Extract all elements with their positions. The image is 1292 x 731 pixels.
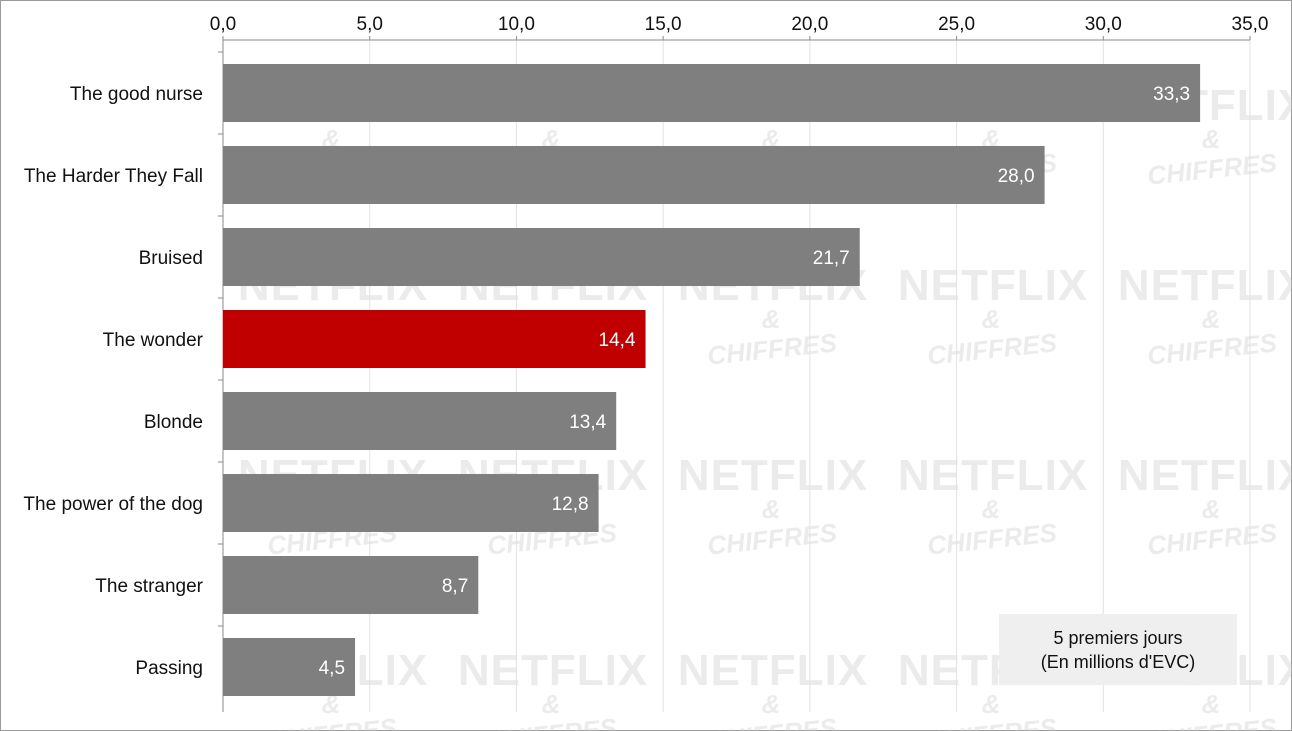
bar [223,474,599,532]
watermark-tile: NETFLIX&CHIFFRES [678,451,868,561]
watermark-text: CHIFFRES [1146,517,1279,560]
watermark-text: CHIFFRES [706,327,839,370]
x-tick-label: 0,0 [210,14,236,35]
category-label: Passing [135,658,203,679]
x-tick-label: 20,0 [791,14,828,35]
category-label: The good nurse [70,84,203,105]
watermark-text: & [982,689,1001,719]
category-label: The power of the dog [23,494,203,515]
x-tick-label: 25,0 [938,14,975,35]
category-label: The wonder [103,330,204,351]
watermark-text: NETFLIX [458,646,648,695]
value-label: 21,7 [813,248,850,269]
watermark-text: CHIFFRES [1146,327,1279,370]
watermark-text: & [982,304,1001,334]
bars [223,64,1201,696]
watermark-tile: NETFLIX&CHIFFRES [678,646,868,731]
value-labels: 33,3 28,0 21,7 14,4 13,4 12,8 8,7 4,5 [319,84,1190,679]
watermark-tile: NETFLIX&CHIFFRES [458,646,648,731]
watermark-text: NETFLIX [678,451,868,500]
x-axis-ticks: 0,0 5,0 10,0 15,0 20,0 25,0 30,0 35,0 [210,14,1269,627]
bar [223,638,356,696]
bar [223,556,479,614]
watermark-tile: NETFLIX&CHIFFRES [1118,451,1292,561]
watermark-text: CHIFFRES [926,327,1059,370]
x-tick-label: 35,0 [1232,14,1269,35]
value-label: 4,5 [319,658,345,679]
category-label: Blonde [144,412,203,433]
watermark-text: & [542,689,561,719]
value-label: 8,7 [442,576,468,597]
bar [223,64,1201,122]
chart-annotation-box: 5 premiers jours (En millions d'EVC) [999,614,1237,685]
annotation-line-1: 5 premiers jours [1053,627,1183,648]
watermark-text: & [1202,304,1221,334]
watermark-text: CHIFFRES [926,517,1059,560]
watermark-text: & [1202,494,1221,524]
category-labels: The good nurse The Harder They Fall Bruise… [23,84,203,679]
bar [223,146,1045,204]
watermark-tile: NETFLIX&CHIFFRES [1118,261,1292,371]
value-label: 13,4 [569,412,606,433]
value-label: 33,3 [1153,84,1190,105]
x-tick-label: 15,0 [645,14,682,35]
watermark-tile: NETFLIX&CHIFFRES [1118,81,1292,191]
watermark-text: NETFLIX [898,451,1088,500]
x-tick-label: 5,0 [357,14,383,35]
watermark-text: NETFLIX [1118,451,1292,500]
watermark-text: NETFLIX [678,646,868,695]
category-label: The Harder They Fall [24,166,203,187]
bar [223,392,617,450]
watermark-text: & [982,494,1001,524]
value-label: 28,0 [998,166,1035,187]
watermark-text: & [762,304,781,334]
watermark-text: & [1202,689,1221,719]
category-label: Bruised [139,248,203,269]
value-label: 14,4 [599,330,636,351]
watermark-tile: NETFLIX&CHIFFRES [898,451,1088,561]
watermark-text: & [762,494,781,524]
watermark-text: CHIFFRES [706,517,839,560]
category-label: The stranger [95,576,203,597]
watermark-tile: NETFLIX&CHIFFRES [898,261,1088,371]
watermark-text: NETFLIX [898,261,1088,310]
bar [223,228,860,286]
value-label: 12,8 [552,494,589,515]
watermark-text: NETFLIX [1118,261,1292,310]
watermark-text: CHIFFRES [1146,147,1279,190]
watermark-text: & [762,689,781,719]
annotation-line-2: (En millions d'EVC) [1040,651,1196,672]
watermark-text: & [1202,124,1221,154]
x-tick-label: 30,0 [1085,14,1122,35]
x-tick-label: 10,0 [498,14,535,35]
bar [223,310,646,368]
watermark-text: & [322,689,341,719]
